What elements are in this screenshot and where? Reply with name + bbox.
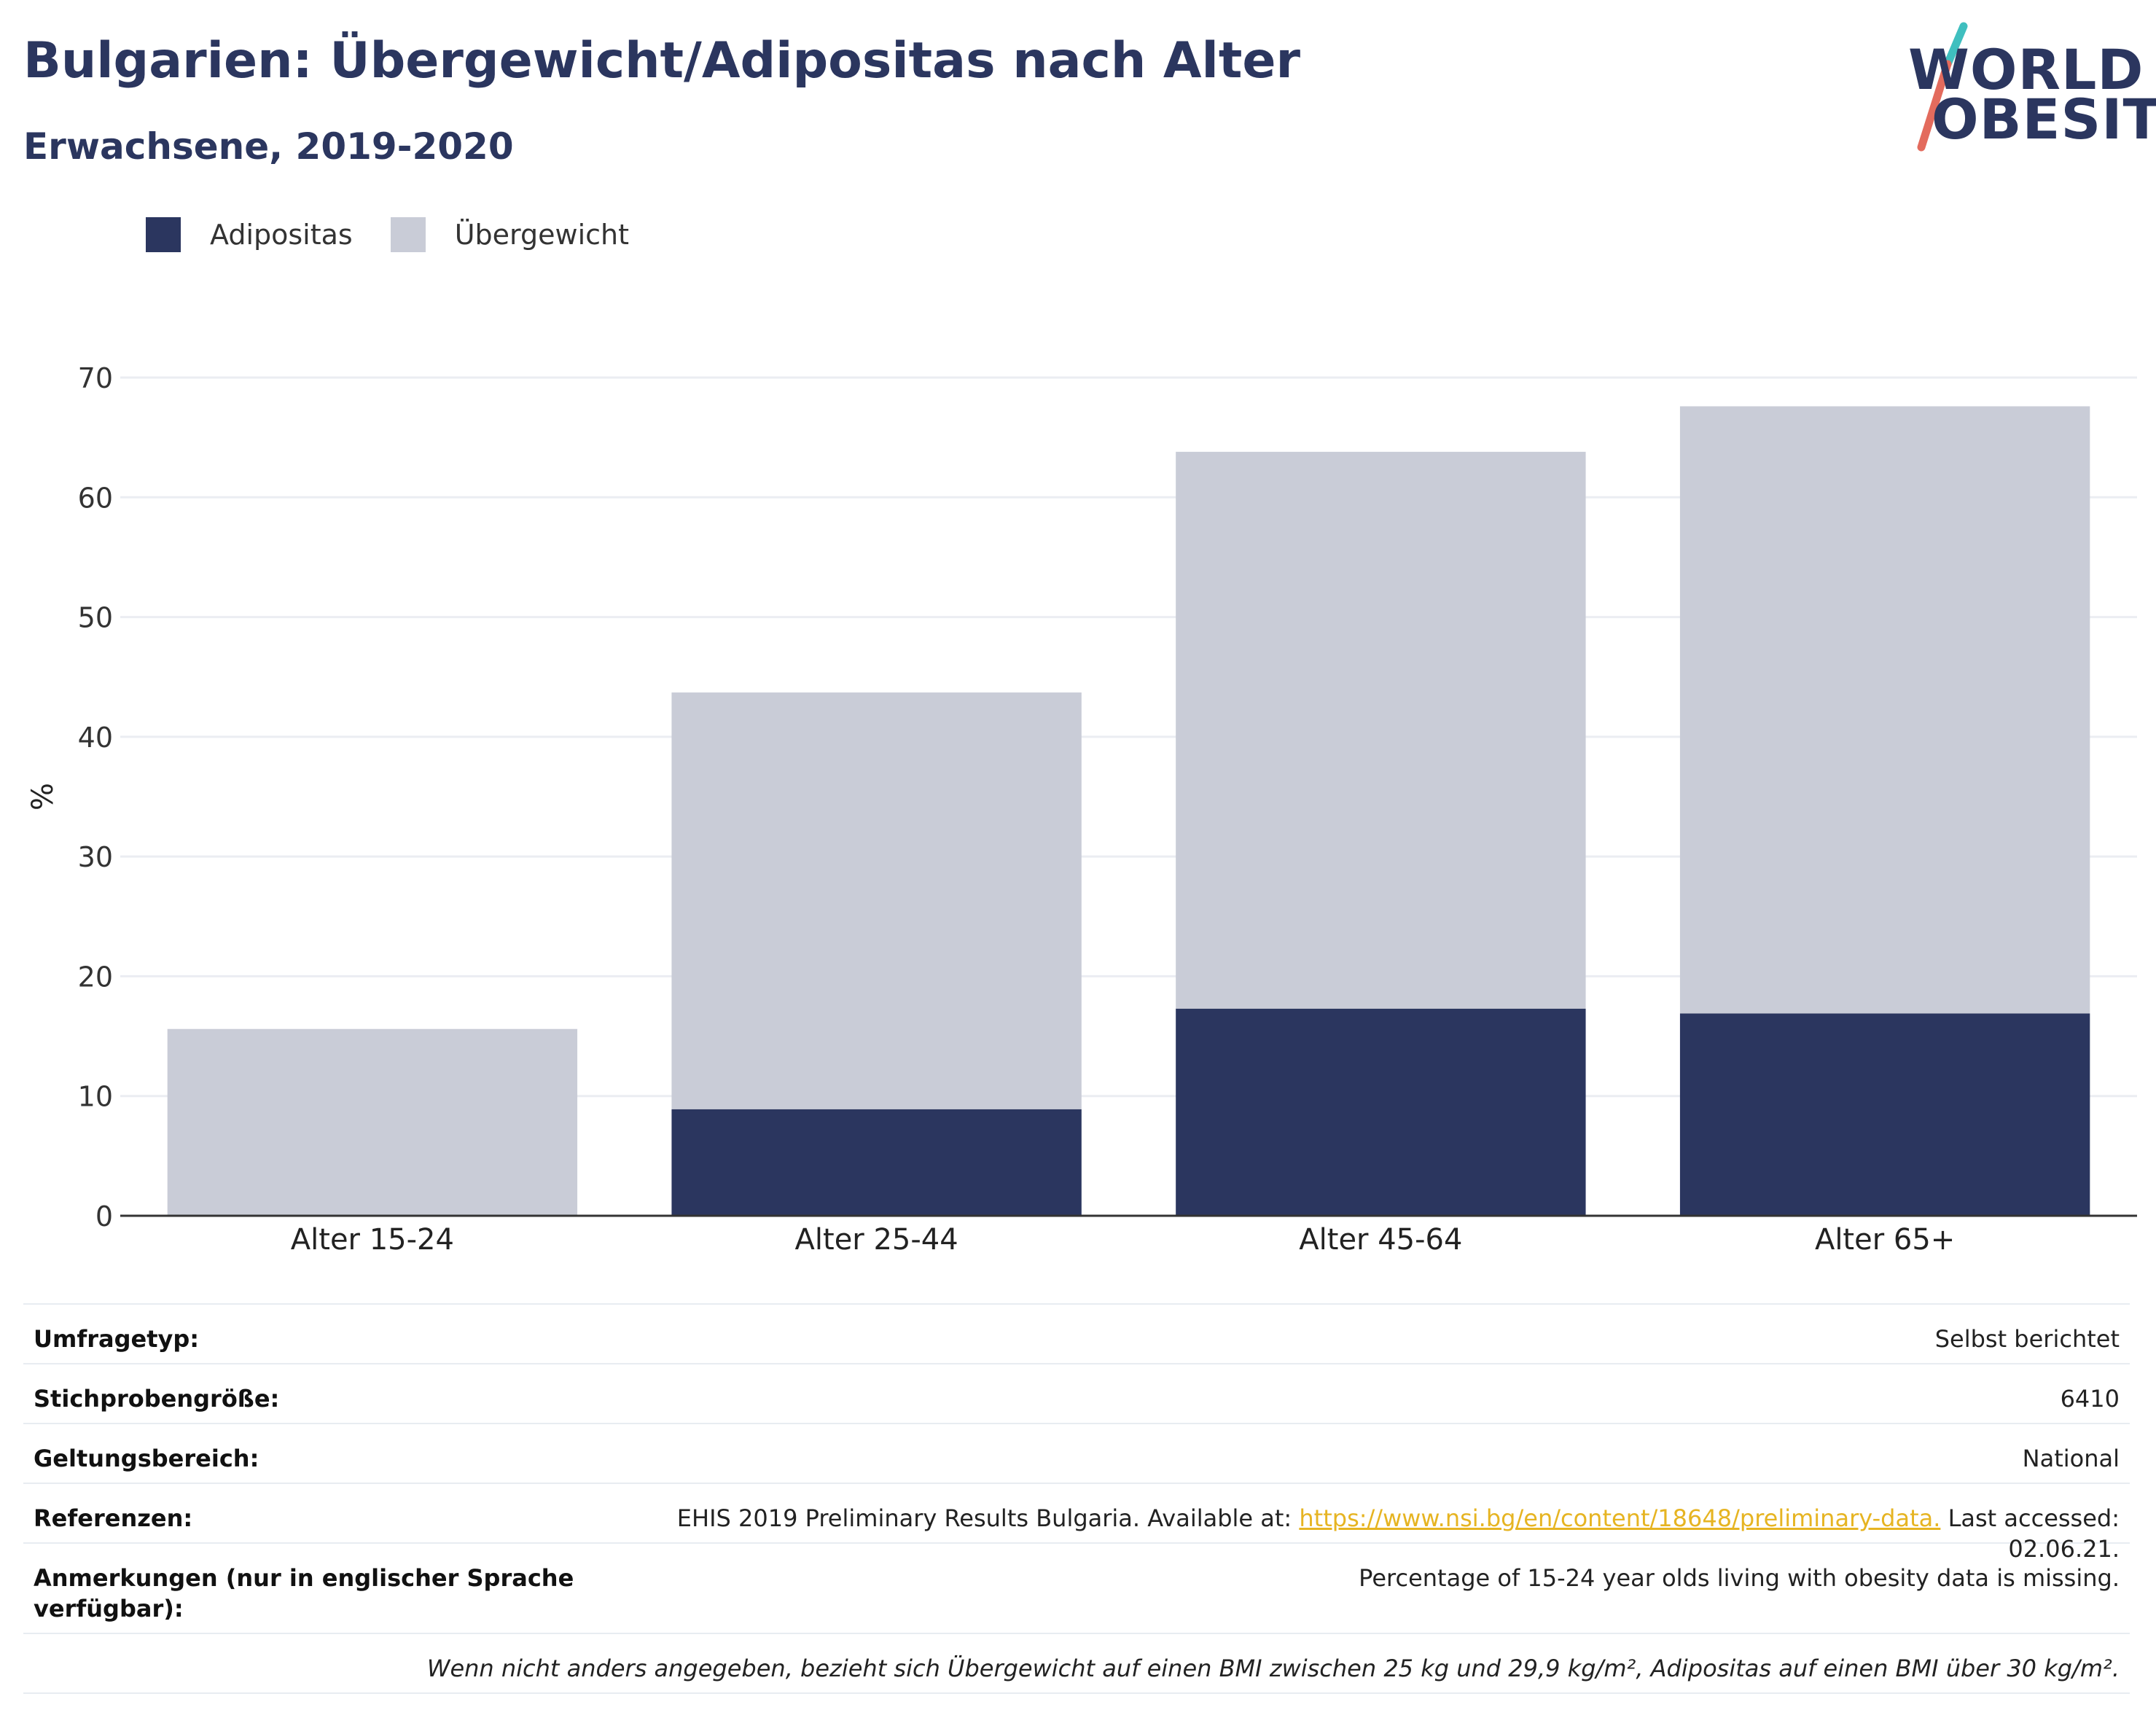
bar-adipositas-3	[1679, 1013, 2090, 1216]
info-row-scope: Geltungsbereich: National	[23, 1423, 2130, 1483]
world-obesity-logo: WORLD OBESITY	[1895, 22, 2156, 160]
legend-label-uebergewicht: Übergewicht	[454, 219, 629, 251]
bar-uebergewicht-3	[1679, 406, 2090, 1014]
y-tick-label-20: 20	[78, 961, 113, 993]
scope-value: National	[2022, 1445, 2120, 1472]
stacked-bar-chart: 0 10 20 30 40 50 60 70% Alter 15-24 Alter 25-44 Al…	[26, 362, 2137, 1257]
references-value: EHIS 2019 Preliminary Results Bulgaria. …	[580, 1503, 2120, 1564]
page-subtitle: Erwachsene, 2019-2020	[23, 125, 514, 168]
y-tick-label-70: 70	[78, 362, 113, 394]
logo-text-line2: OBESITY	[1932, 87, 2156, 152]
notes-value: Percentage of 15-24 year olds living wit…	[1359, 1564, 2120, 1592]
survey-type-label: Umfragetyp:	[34, 1325, 200, 1353]
info-row-survey-type: Umfragetyp: Selbst berichtet	[23, 1303, 2130, 1363]
bar-uebergewicht-2	[1176, 451, 1586, 1009]
y-tick-label-30: 30	[78, 841, 113, 873]
survey-info-table: Umfragetyp: Selbst berichtet Stichproben…	[23, 1303, 2130, 1694]
info-row-notes: Anmerkungen (nur in englischer Sprache v…	[23, 1542, 2130, 1633]
bar-uebergewicht-1	[671, 692, 1082, 1109]
bar-uebergewicht-0	[167, 1028, 578, 1216]
legend-swatch-uebergewicht	[390, 217, 426, 252]
notes-label: Anmerkungen (nur in englischer Sprache v…	[34, 1564, 574, 1622]
legend-label-adipositas: Adipositas	[210, 219, 353, 251]
y-tick-label-60: 60	[78, 482, 113, 514]
chart-legend: Adipositas Übergewicht	[146, 217, 667, 252]
logo-slash-icon	[1917, 22, 1968, 152]
logo-text-line1: WORLD	[1908, 37, 2144, 102]
x-tick-label-1: Alter 25-44	[795, 1223, 958, 1257]
y-axis-title: %	[26, 783, 60, 811]
references-link[interactable]: https://www.nsi.bg/en/content/18648/prel…	[1299, 1504, 1941, 1532]
y-tick-label-0: 0	[95, 1200, 113, 1233]
x-tick-label-3: Alter 65+	[1815, 1223, 1955, 1257]
x-tick-label-2: Alter 45-64	[1299, 1223, 1462, 1257]
info-row-sample-size: Stichprobengröße: 6410	[23, 1363, 2130, 1423]
bar-adipositas-1	[671, 1109, 1082, 1216]
sample-size-label: Stichprobengröße:	[34, 1385, 280, 1413]
references-suffix: Last accessed: 02.06.21.	[1940, 1504, 2120, 1563]
y-tick-label-10: 10	[78, 1081, 113, 1113]
legend-swatch-adipositas	[146, 217, 181, 252]
y-tick-label-50: 50	[78, 602, 113, 634]
scope-label: Geltungsbereich:	[34, 1445, 259, 1472]
survey-type-value: Selbst berichtet	[1934, 1325, 2120, 1353]
references-prefix: EHIS 2019 Preliminary Results Bulgaria. …	[676, 1504, 1300, 1532]
info-row-footnote: Wenn nicht anders angegeben, bezieht sic…	[23, 1633, 2130, 1694]
footnote-text: Wenn nicht anders angegeben, bezieht sic…	[426, 1655, 2120, 1682]
sample-size-value: 6410	[2060, 1385, 2120, 1413]
legend-item-adipositas: Adipositas	[146, 217, 353, 252]
legend-item-uebergewicht: Übergewicht	[390, 217, 629, 252]
y-tick-label-40: 40	[78, 722, 113, 754]
page-title: Bulgarien: Übergewicht/Adipositas nach A…	[23, 32, 1300, 90]
info-row-references: Referenzen: EHIS 2019 Preliminary Result…	[23, 1483, 2130, 1563]
bar-adipositas-2	[1176, 1008, 1586, 1216]
x-tick-label-0: Alter 15-24	[291, 1223, 454, 1257]
references-label: Referenzen:	[34, 1504, 193, 1532]
